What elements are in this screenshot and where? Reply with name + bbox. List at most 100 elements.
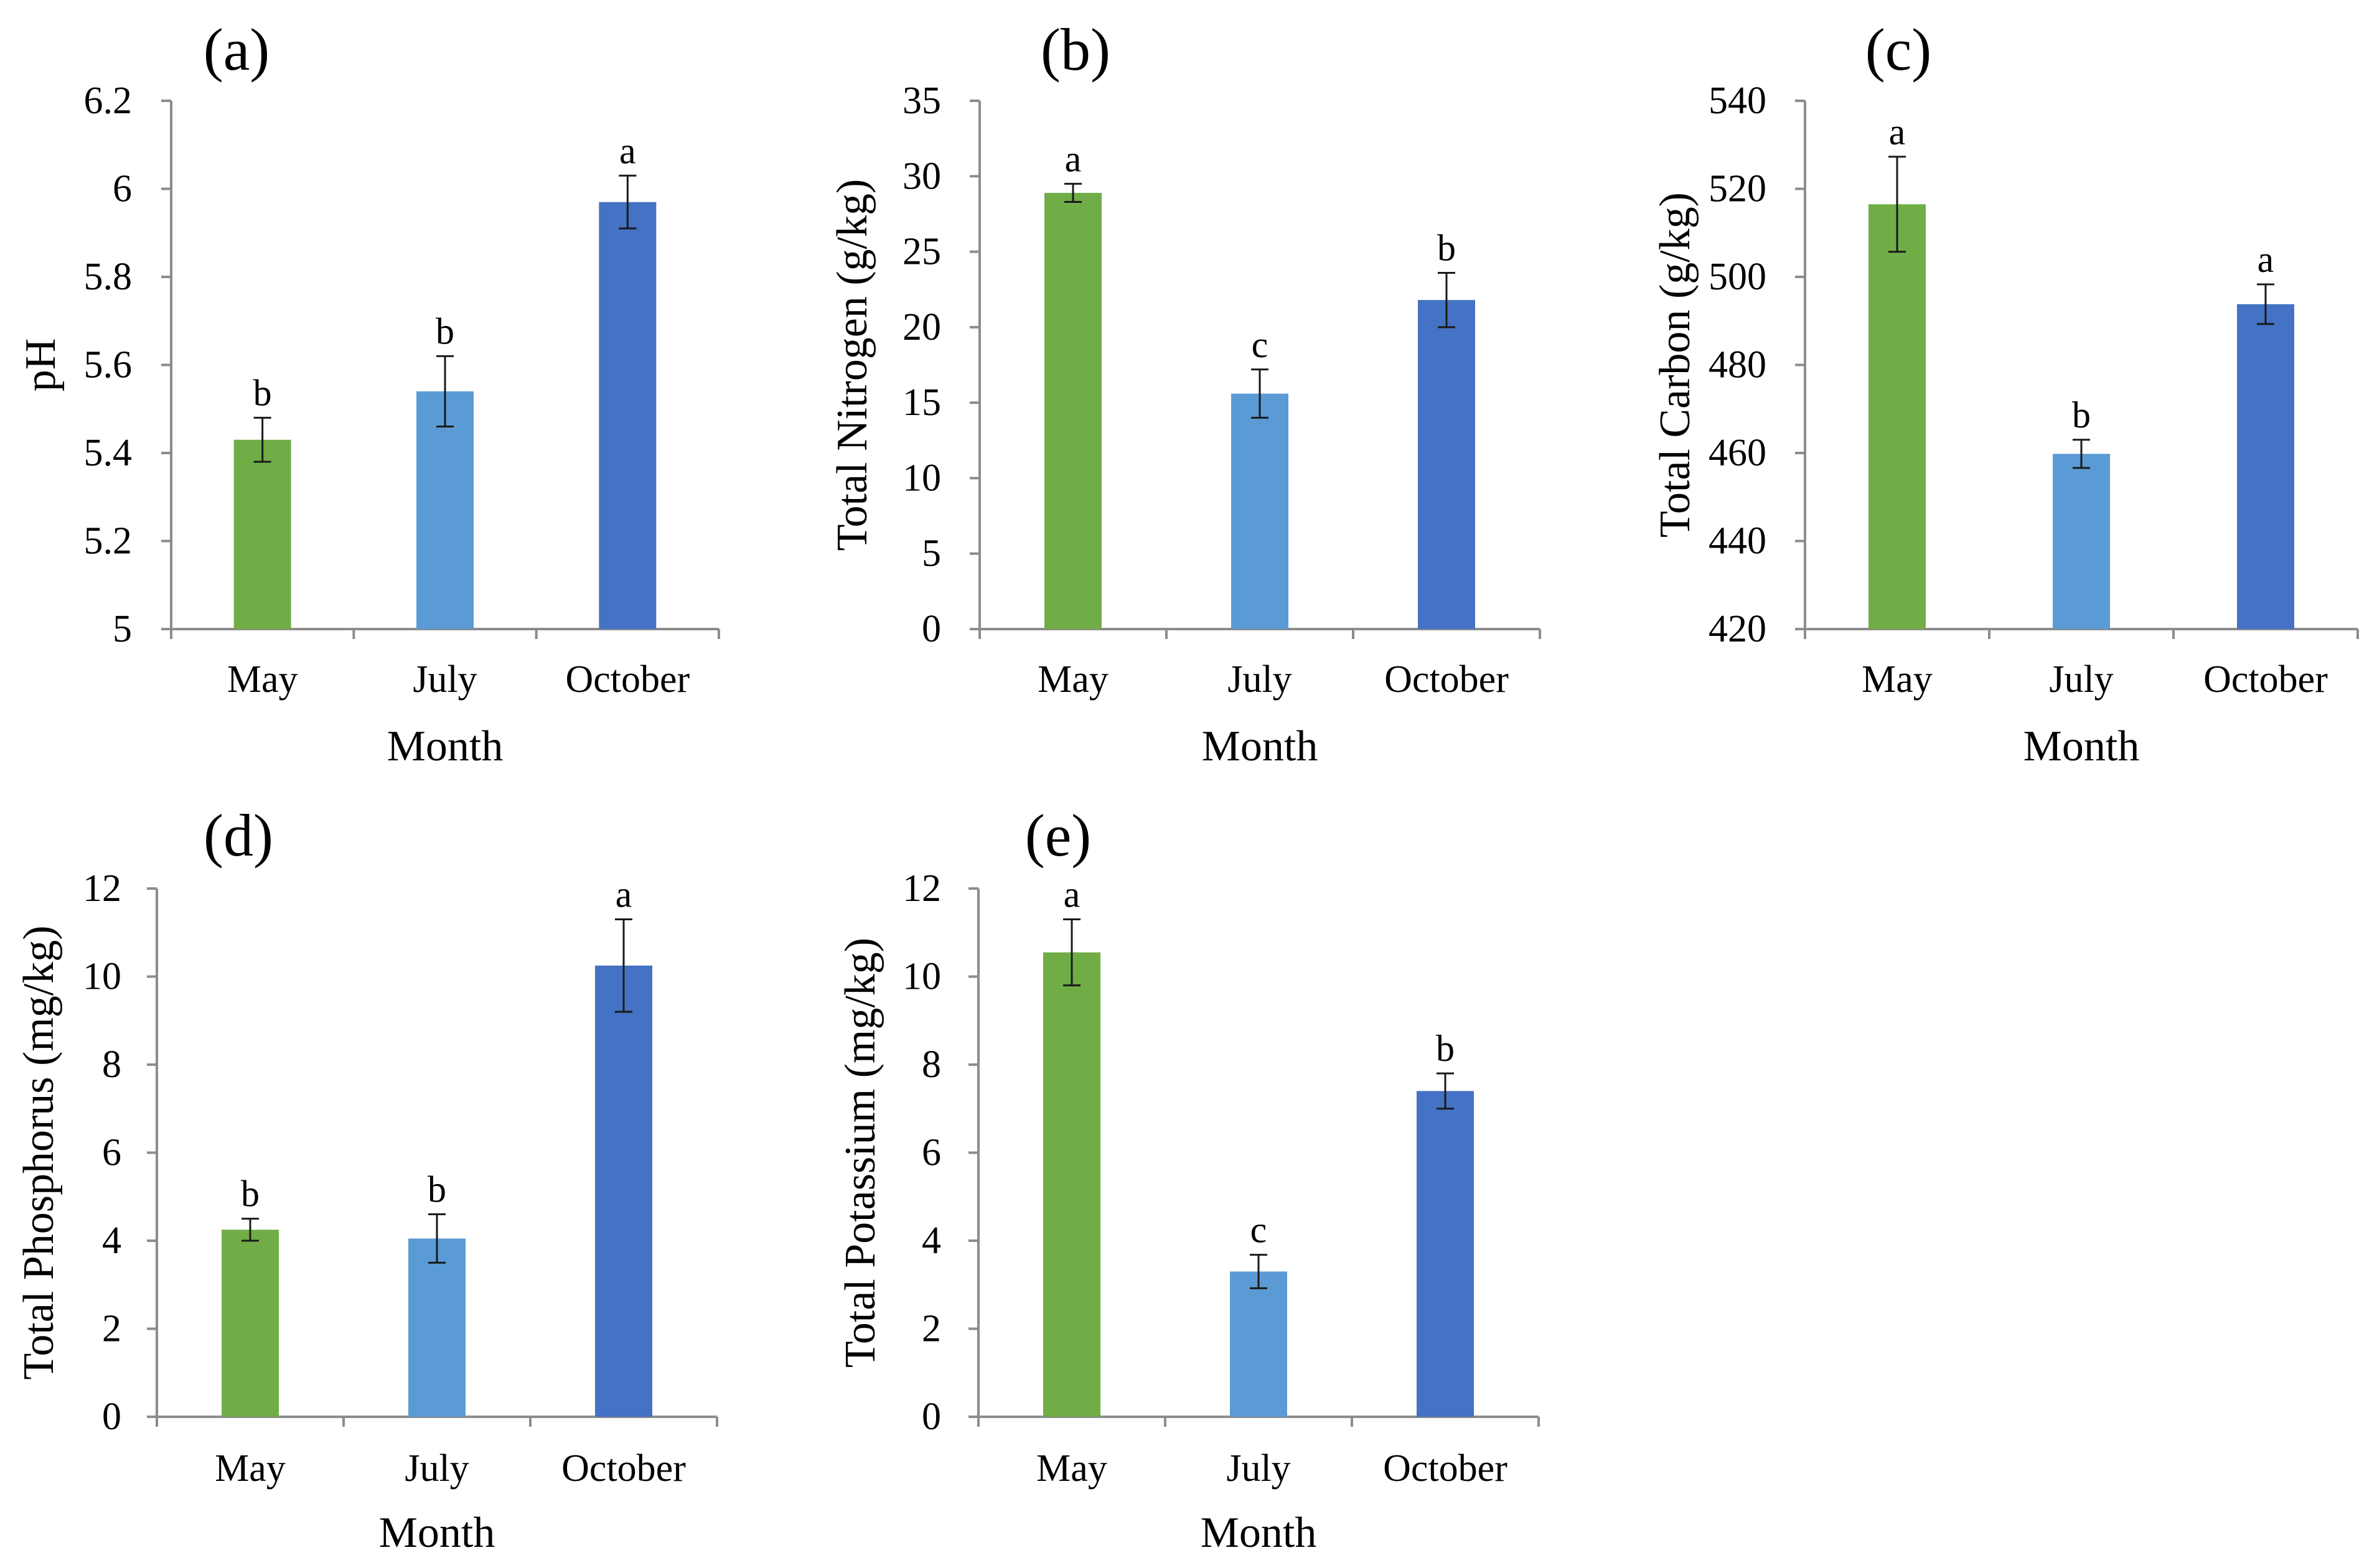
y-tick-label: 5 (113, 608, 132, 650)
panel-label: (a) (204, 16, 270, 83)
bar-july (408, 1238, 466, 1417)
significance-letter: b (253, 372, 272, 413)
bar-may (1868, 204, 1926, 629)
significance-letter: b (436, 310, 454, 352)
panel-label: (c) (1865, 16, 1932, 83)
y-tick-label: 5.8 (84, 256, 133, 298)
bar-october (2237, 304, 2294, 629)
significance-letter: c (1250, 1210, 1267, 1251)
y-axis-title: Total Nitrogen (g/kg) (828, 179, 876, 551)
significance-letter: a (616, 874, 632, 915)
panel-label: (b) (1041, 16, 1110, 83)
y-tick-label: 5.6 (84, 344, 133, 386)
y-tick-label: 8 (102, 1043, 121, 1086)
x-axis-title: Month (387, 722, 504, 770)
y-tick-label: 8 (922, 1043, 941, 1086)
y-tick-label: 420 (1709, 608, 1766, 650)
bar-may (1044, 192, 1102, 629)
y-axis-title: pH (17, 338, 65, 392)
significance-letter: a (2257, 239, 2274, 280)
significance-letter: b (241, 1174, 260, 1215)
y-tick-label: 5.2 (84, 520, 133, 562)
y-tick-label: 540 (1709, 80, 1766, 122)
x-category-label: July (1226, 1447, 1290, 1490)
bar-july (1230, 1271, 1287, 1417)
panel-label: (d) (204, 802, 273, 869)
y-tick-label: 4 (102, 1220, 121, 1262)
significance-letter: b (1437, 228, 1456, 269)
bar-july (416, 391, 474, 629)
x-category-label: July (413, 658, 477, 701)
bar-october (599, 202, 657, 630)
y-axis-title: Total Potassium (mg/kg) (837, 938, 884, 1368)
x-category-label: July (405, 1447, 469, 1490)
chart-panel-e: (e) 0 2 4 6 8 10 12 a May c July b October Month Total … (837, 802, 1540, 1557)
bar-july (1231, 393, 1288, 629)
y-tick-label: 2 (102, 1308, 121, 1350)
y-tick-label: 20 (903, 306, 941, 348)
x-category-label: July (2049, 658, 2113, 701)
panel-label: (e) (1025, 802, 1092, 869)
y-tick-label: 6 (102, 1132, 121, 1174)
y-tick-label: 10 (83, 956, 121, 998)
chart-panel-b: (b) 0 5 10 15 20 25 30 35 a May c July b October Month T… (828, 16, 1541, 770)
x-category-label: May (227, 658, 298, 701)
bar-may (222, 1230, 279, 1417)
y-tick-label: 35 (903, 80, 941, 122)
chart-panel-a: (a) 5 5.2 5.4 5.6 5.8 6 6.2 b May b July a October Mon… (17, 16, 720, 770)
significance-letter: a (619, 130, 636, 171)
x-category-label: July (1227, 658, 1292, 701)
y-axis-title: Total Carbon (g/kg) (1651, 192, 1699, 538)
y-tick-label: 0 (102, 1396, 121, 1438)
x-axis-title: Month (1202, 722, 1318, 770)
y-axis-title: Total Phosphorus (mg/kg) (15, 925, 63, 1379)
y-tick-label: 10 (903, 457, 941, 499)
significance-letter: b (2072, 394, 2091, 436)
x-axis-title: Month (379, 1509, 495, 1557)
x-category-label: October (561, 1447, 686, 1490)
y-tick-label: 500 (1709, 256, 1766, 298)
x-axis-title: Month (1201, 1509, 1317, 1557)
x-category-label: October (2203, 658, 2328, 701)
x-category-label: May (1036, 1447, 1107, 1490)
significance-letter: a (1064, 874, 1081, 915)
y-tick-label: 2 (922, 1308, 941, 1350)
y-tick-label: 25 (903, 231, 941, 273)
bar-october (1418, 300, 1475, 629)
y-tick-label: 520 (1709, 168, 1766, 210)
x-category-label: May (1862, 658, 1933, 701)
bar-may (1043, 952, 1100, 1417)
significance-letter: a (1065, 138, 1082, 179)
x-category-label: October (565, 658, 690, 701)
y-tick-label: 440 (1709, 520, 1766, 562)
y-tick-label: 0 (922, 1396, 941, 1438)
significance-letter: a (1889, 111, 1906, 152)
bar-may (233, 439, 291, 629)
significance-letter: c (1252, 324, 1268, 365)
y-tick-label: 5 (922, 533, 941, 575)
y-tick-label: 6 (922, 1132, 941, 1174)
chart-panel-d: (d) 0 2 4 6 8 10 12 b May b July a October Month Total … (15, 802, 718, 1557)
bar-october (595, 965, 652, 1417)
y-tick-label: 4 (922, 1220, 941, 1262)
x-category-label: May (215, 1447, 286, 1490)
x-axis-title: Month (2023, 722, 2140, 770)
y-tick-label: 480 (1709, 344, 1766, 386)
y-tick-label: 12 (903, 867, 941, 910)
x-category-label: October (1383, 1447, 1507, 1490)
significance-letter: b (428, 1169, 446, 1210)
chart-panel-c: (c) 420 440 460 480 500 520 540 a May b July a Octobe… (1651, 16, 2359, 770)
y-tick-label: 6.2 (84, 80, 133, 122)
y-tick-label: 30 (903, 155, 941, 197)
y-tick-label: 12 (83, 867, 121, 910)
y-tick-label: 5.4 (84, 432, 133, 474)
y-tick-label: 15 (903, 381, 941, 424)
y-tick-label: 6 (113, 168, 132, 210)
significance-letter: b (1436, 1028, 1455, 1069)
x-category-label: May (1038, 658, 1109, 701)
y-tick-label: 0 (922, 608, 941, 650)
y-tick-label: 460 (1709, 432, 1766, 474)
bar-october (1417, 1091, 1474, 1417)
bar-july (2053, 454, 2110, 629)
